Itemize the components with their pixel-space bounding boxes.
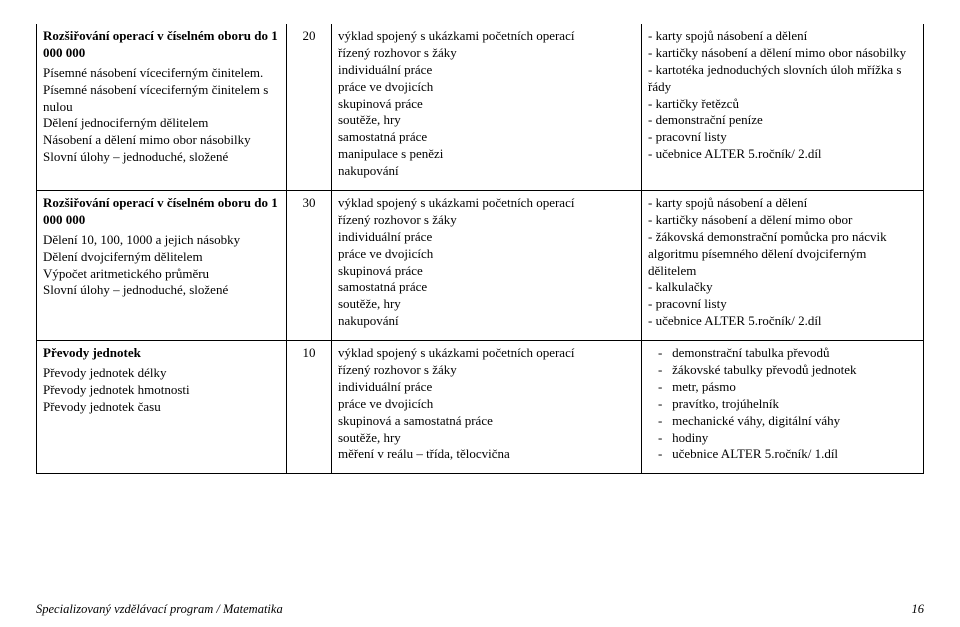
col-hours: 10 xyxy=(287,341,332,474)
cell-line: - kartičky násobení a dělení mimo obor xyxy=(648,212,917,229)
topic-title: Převody jednotek xyxy=(43,345,280,362)
cell-line: řízený rozhovor s žáky xyxy=(338,45,635,62)
topic-line: Převody jednotek délky xyxy=(43,365,280,382)
cell-line: - demonstrační peníze xyxy=(648,112,917,129)
cell-line: - hodiny xyxy=(648,430,917,447)
cell-line: - demonstrační tabulka převodů xyxy=(648,345,917,362)
col-topic: Rozšiřování operací v číselném oboru do … xyxy=(37,191,287,341)
cell-line: výklad spojený s ukázkami početních oper… xyxy=(338,28,635,45)
curriculum-table: Rozšiřování operací v číselném oboru do … xyxy=(36,24,924,474)
col-methods: výklad spojený s ukázkami početních oper… xyxy=(332,341,642,474)
cell-line: - učebnice ALTER 5.ročník/ 2.díl xyxy=(648,146,917,163)
cell-line: výklad spojený s ukázkami početních oper… xyxy=(338,345,635,362)
topic-line: Převody jednotek hmotnosti xyxy=(43,382,280,399)
cell-line: soutěže, hry xyxy=(338,430,635,447)
cell-line: manipulace s penězi xyxy=(338,146,635,163)
cell-line: skupinová práce xyxy=(338,263,635,280)
cell-line: soutěže, hry xyxy=(338,296,635,313)
cell-line: individuální práce xyxy=(338,229,635,246)
cell-line: práce ve dvojicích xyxy=(338,79,635,96)
col-resources: - karty spojů násobení a dělení- kartičk… xyxy=(642,24,924,191)
cell-line: výklad spojený s ukázkami početních oper… xyxy=(338,195,635,212)
topic-line: Dělení 10, 100, 1000 a jejich násobky xyxy=(43,232,280,249)
cell-line: skupinová práce xyxy=(338,96,635,113)
cell-line: - kartičky násobení a dělení mimo obor n… xyxy=(648,45,917,62)
cell-line: - pracovní listy xyxy=(648,296,917,313)
cell-line: práce ve dvojicích xyxy=(338,246,635,263)
page-footer: Specializovaný vzdělávací program / Mate… xyxy=(36,601,924,617)
col-topic: Rozšiřování operací v číselném oboru do … xyxy=(37,24,287,191)
cell-line: - žákovské tabulky převodů jednotek xyxy=(648,362,917,379)
topic-line: Slovní úlohy – jednoduché, složené xyxy=(43,282,280,299)
cell-line: - učebnice ALTER 5.ročník/ 2.díl xyxy=(648,313,917,330)
cell-line: samostatná práce xyxy=(338,129,635,146)
col-methods: výklad spojený s ukázkami početních oper… xyxy=(332,191,642,341)
topic-line: Písemné násobení víceciferným činitelem … xyxy=(43,82,280,116)
topic-line: Dělení dvojciferným dělitelem xyxy=(43,249,280,266)
cell-line: řízený rozhovor s žáky xyxy=(338,212,635,229)
cell-line: práce ve dvojicích xyxy=(338,396,635,413)
cell-line: - metr, pásmo xyxy=(648,379,917,396)
page-number: 16 xyxy=(912,601,925,617)
cell-line: nakupování xyxy=(338,163,635,180)
topic-line: Výpočet aritmetického průměru xyxy=(43,266,280,283)
cell-line: - mechanické váhy, digitální váhy xyxy=(648,413,917,430)
topic-line: Slovní úlohy – jednoduché, složené xyxy=(43,149,280,166)
cell-line: skupinová a samostatná práce xyxy=(338,413,635,430)
cell-line: - pracovní listy xyxy=(648,129,917,146)
footer-left: Specializovaný vzdělávací program / Mate… xyxy=(36,601,283,617)
col-resources: - demonstrační tabulka převodů- žákovské… xyxy=(642,341,924,474)
cell-line: - karty spojů násobení a dělení xyxy=(648,195,917,212)
cell-line: samostatná práce xyxy=(338,279,635,296)
cell-line: - učebnice ALTER 5.ročník/ 1.díl xyxy=(648,446,917,463)
col-hours: 20 xyxy=(287,24,332,191)
topic-title: Rozšiřování operací v číselném oboru do … xyxy=(43,195,280,229)
cell-line: řízený rozhovor s žáky xyxy=(338,362,635,379)
col-resources: - karty spojů násobení a dělení- kartičk… xyxy=(642,191,924,341)
topic-line: Převody jednotek času xyxy=(43,399,280,416)
cell-line: - kalkulačky xyxy=(648,279,917,296)
topic-line: Násobení a dělení mimo obor násobilky xyxy=(43,132,280,149)
cell-line: měření v reálu – třída, tělocvična xyxy=(338,446,635,463)
topic-line: Dělení jednociferným dělitelem xyxy=(43,115,280,132)
col-hours: 30 xyxy=(287,191,332,341)
topic-title: Rozšiřování operací v číselném oboru do … xyxy=(43,28,280,62)
cell-line: soutěže, hry xyxy=(338,112,635,129)
cell-line: - pravítko, trojúhelník xyxy=(648,396,917,413)
cell-line: individuální práce xyxy=(338,379,635,396)
cell-line: - žákovská demonstrační pomůcka pro nácv… xyxy=(648,229,917,280)
cell-line: - kartičky řetězců xyxy=(648,96,917,113)
cell-line: - karty spojů násobení a dělení xyxy=(648,28,917,45)
col-methods: výklad spojený s ukázkami početních oper… xyxy=(332,24,642,191)
cell-line: individuální práce xyxy=(338,62,635,79)
cell-line: - kartotéka jednoduchých slovních úloh m… xyxy=(648,62,917,96)
col-topic: Převody jednotekPřevody jednotek délkyPř… xyxy=(37,341,287,474)
topic-line: Písemné násobení víceciferným činitelem. xyxy=(43,65,280,82)
cell-line: nakupování xyxy=(338,313,635,330)
